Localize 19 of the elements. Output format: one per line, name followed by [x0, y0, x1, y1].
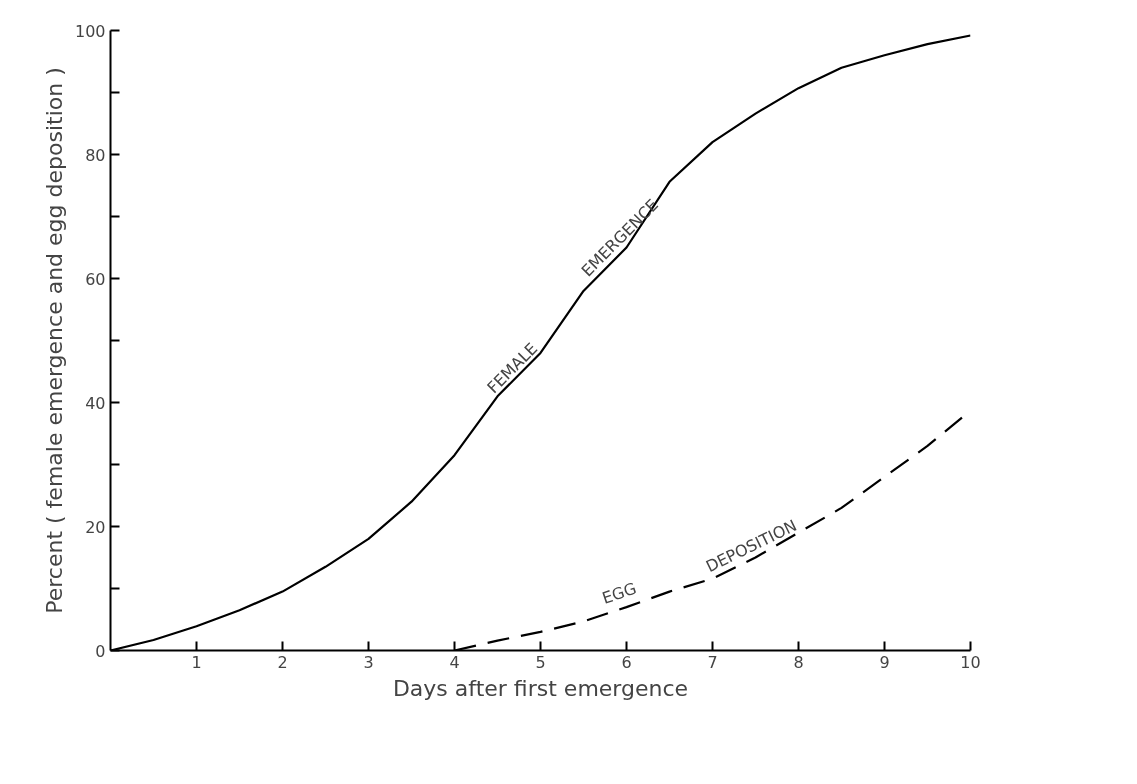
x-tick-label: 1 [191, 652, 202, 672]
x-tick-label: 6 [621, 652, 632, 672]
y-tick-label: 100 [74, 21, 106, 41]
y-tick-label: 80 [85, 145, 106, 165]
x-tick-label: 5 [535, 652, 546, 672]
annotation: EGG [599, 578, 639, 608]
y-axis-title: Percent ( female emergence and egg deposition ) [41, 67, 67, 614]
x-tick-label: 9 [879, 652, 890, 672]
y-tick-label: 0 [95, 641, 106, 661]
y-tick-label: 60 [85, 269, 106, 289]
y-tick-label: 40 [85, 393, 106, 413]
x-tick-label: 2 [277, 652, 288, 672]
x-tick-label: 4 [449, 652, 460, 672]
x-tick-label: 10 [960, 652, 981, 672]
x-tick-label: 7 [707, 652, 718, 672]
x-axis-title: Days after first emergence [392, 675, 689, 701]
x-tick-label: 3 [363, 652, 374, 672]
y-tick-label: 20 [85, 517, 106, 537]
x-tick-label: 8 [793, 652, 804, 672]
